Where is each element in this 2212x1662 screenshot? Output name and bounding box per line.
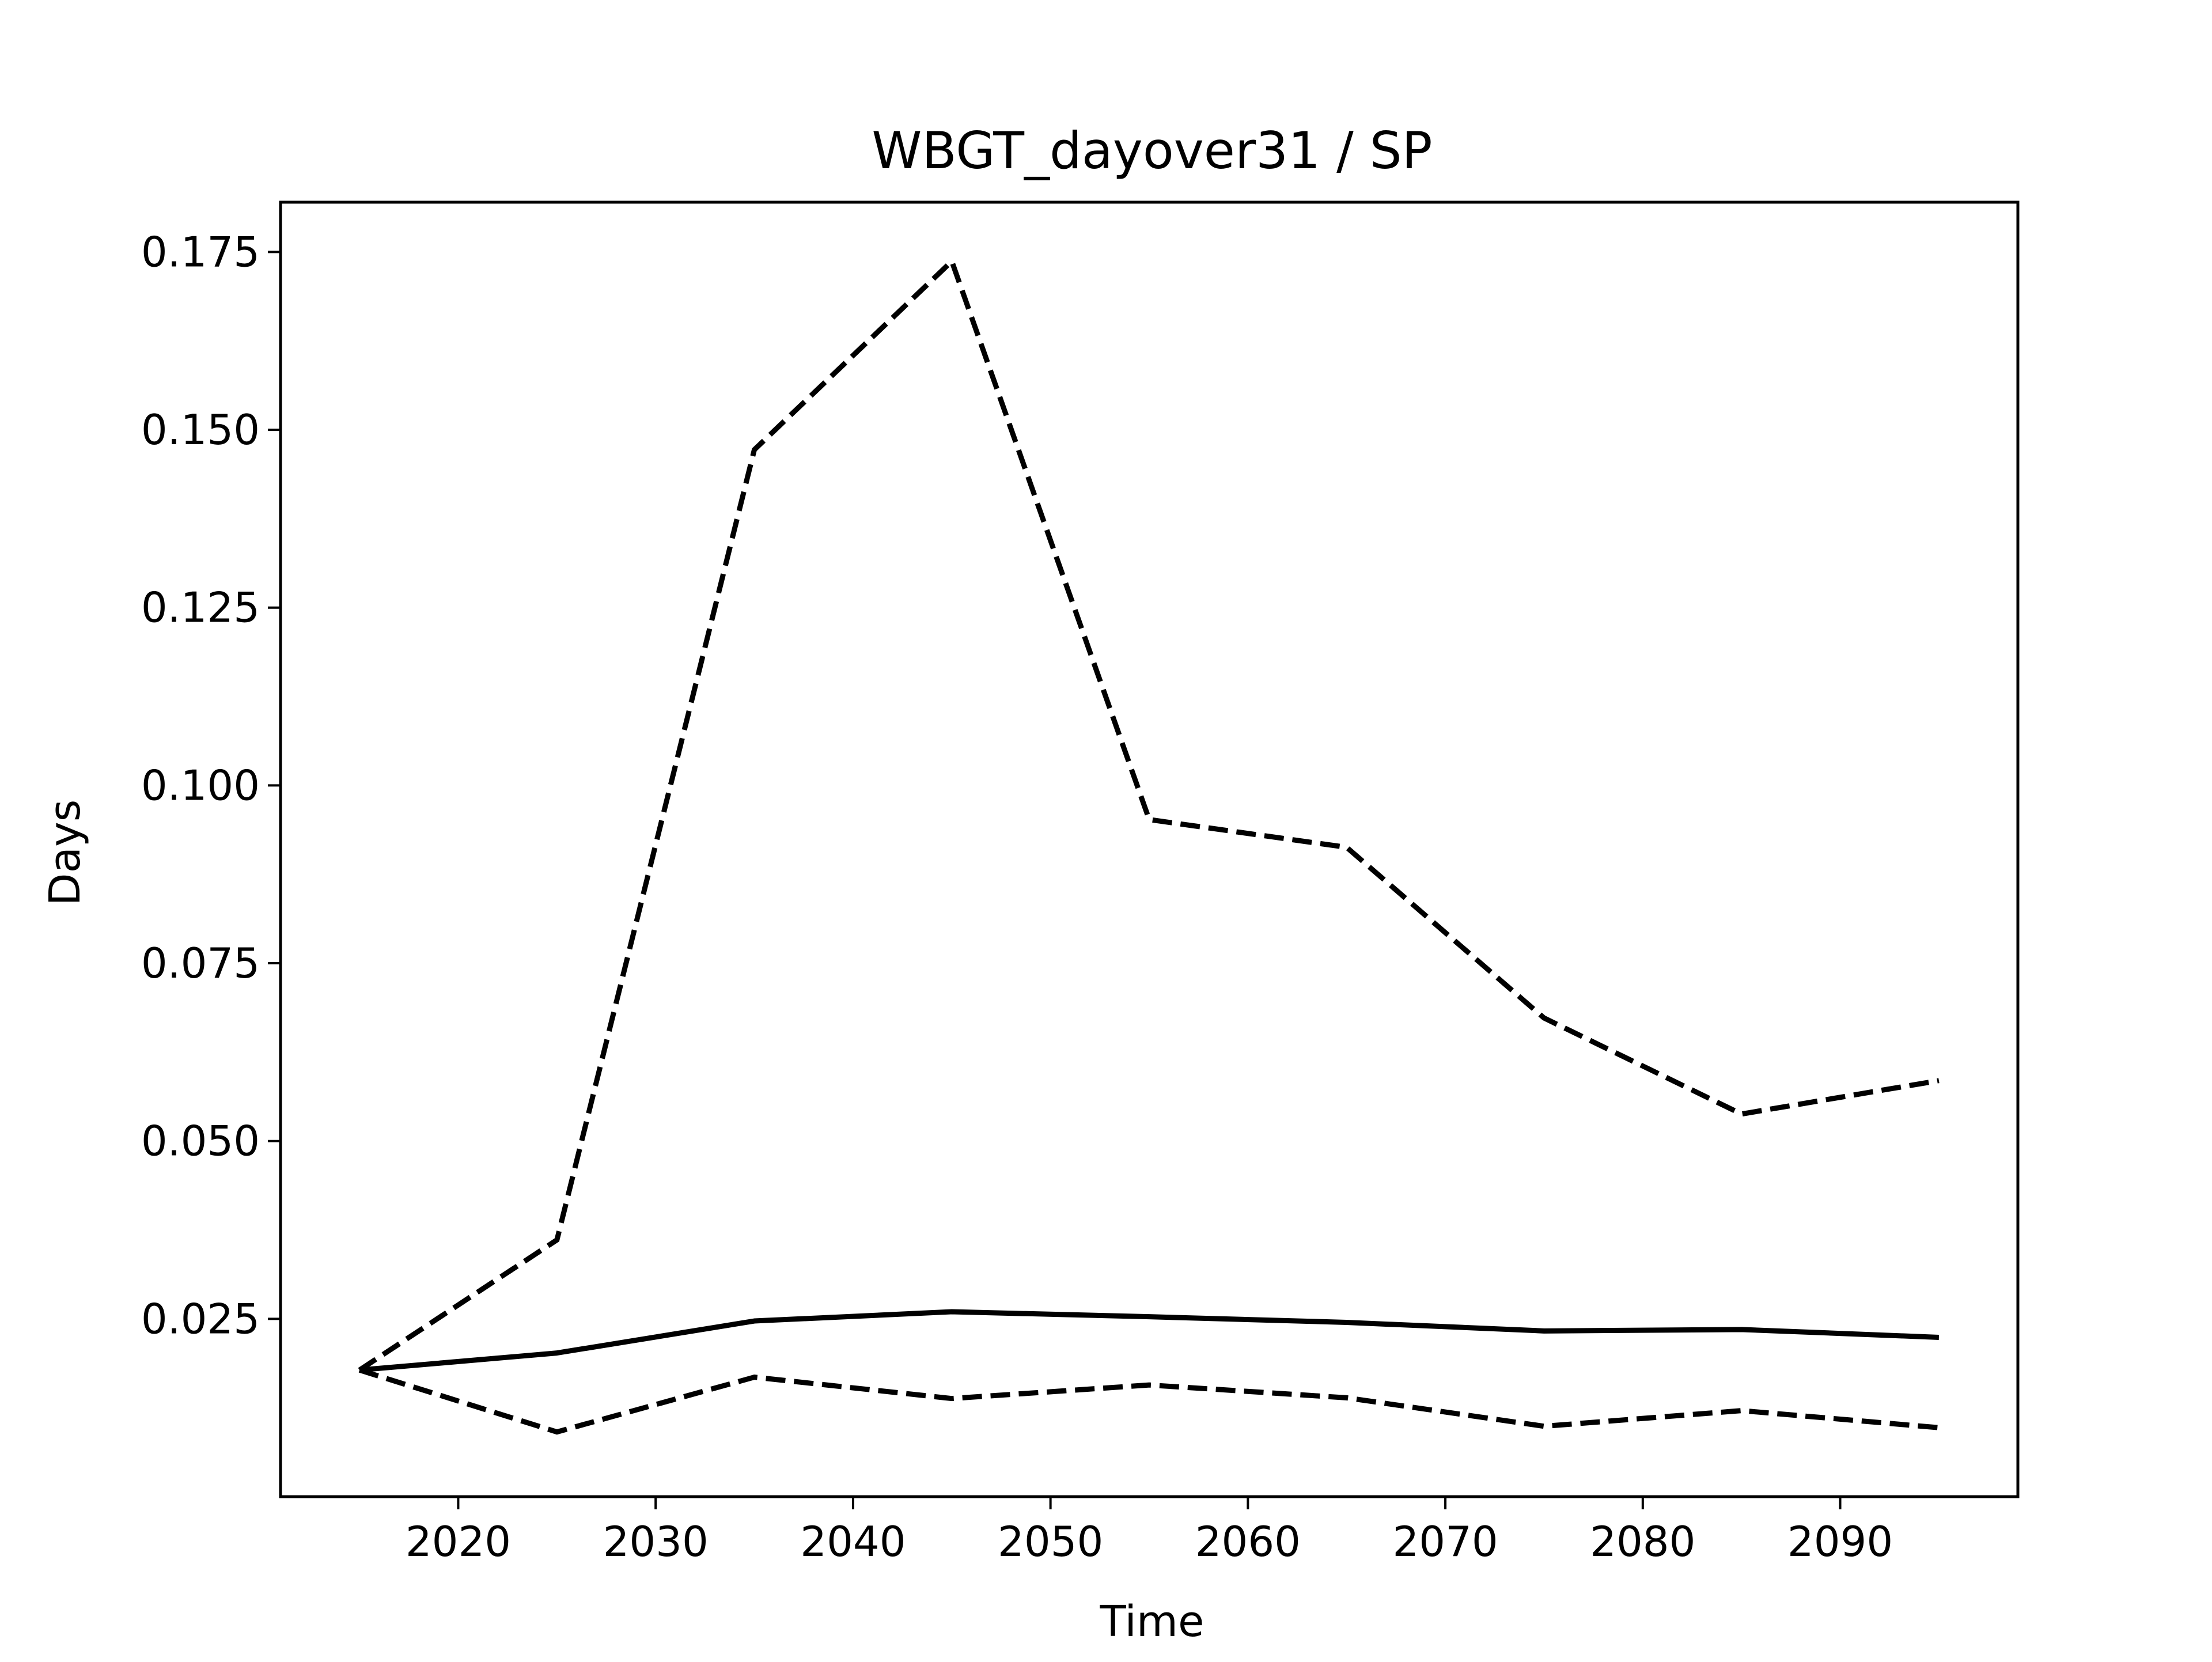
plot-frame [279, 200, 2020, 1498]
x-tick-label: 2070 [1392, 1517, 1498, 1566]
x-tick-label: 2080 [1590, 1517, 1695, 1566]
x-tick-label: 2050 [998, 1517, 1103, 1566]
y-tick-label: 0.175 [141, 228, 260, 276]
y-tick-label: 0.025 [141, 1294, 260, 1343]
x-tick-label: 2040 [800, 1517, 906, 1566]
series-line-2-dashed [358, 256, 1940, 1372]
chart-title: WBGT_dayover31 / SP [872, 121, 1432, 180]
series-line-3-dashed [358, 1367, 1940, 1435]
x-axis-ticks: 2020 2030 2040 2050 2060 2070 2080 2090 [406, 1497, 1893, 1566]
x-tick-label: 2030 [603, 1517, 709, 1566]
y-tick-label: 0.075 [141, 939, 260, 987]
y-axis-ticks: 0.025 0.050 0.075 0.100 0.125 0.150 0.175 [141, 228, 281, 1343]
y-tick-label: 0.050 [141, 1117, 260, 1165]
series-line-1-solid [359, 1309, 1940, 1373]
series-lines [358, 256, 1940, 1435]
x-tick-label: 2020 [406, 1517, 511, 1566]
y-tick-label: 0.125 [141, 584, 260, 632]
y-tick-label: 0.150 [141, 406, 260, 454]
x-tick-label: 2060 [1195, 1517, 1301, 1566]
y-axis-label: Days [40, 800, 90, 906]
x-axis-label: Time [1099, 1597, 1204, 1646]
x-tick-label: 2090 [1787, 1517, 1893, 1566]
y-tick-label: 0.100 [141, 761, 260, 809]
